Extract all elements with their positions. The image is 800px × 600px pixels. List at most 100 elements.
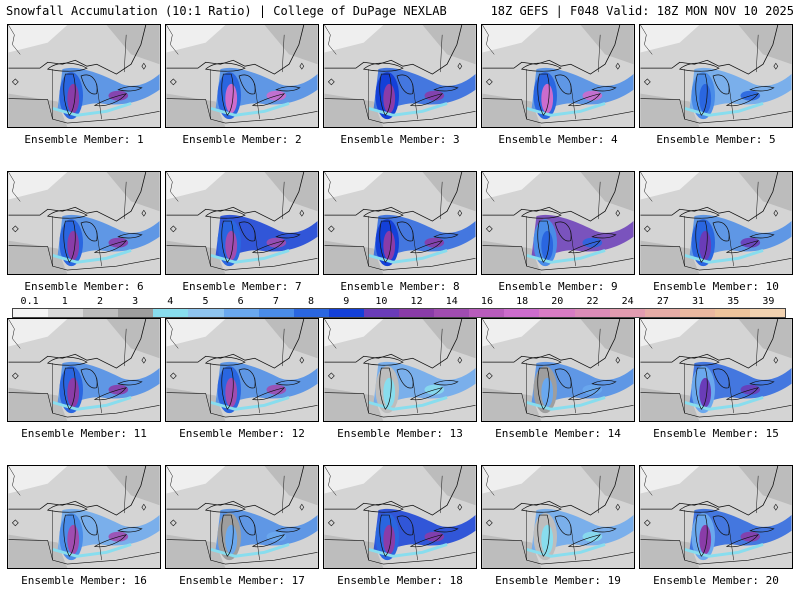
coastline	[640, 319, 653, 349]
marker-icon	[773, 209, 779, 217]
coastline	[166, 25, 179, 55]
lake-huron-outline	[712, 515, 730, 536]
ensemble-panel: Ensemble Member: 16	[7, 465, 161, 587]
marker-icon	[327, 372, 335, 380]
lake-superior-outline	[362, 356, 404, 366]
colorbar-segment	[434, 309, 470, 317]
coastline	[8, 466, 21, 496]
state-border	[210, 328, 285, 414]
country-border	[8, 25, 147, 75]
colorbar-segment	[644, 309, 680, 317]
lake-superior-outline	[520, 356, 562, 366]
state-border	[210, 475, 285, 561]
state-border	[526, 181, 601, 267]
marker-icon	[141, 503, 147, 511]
snow-band	[373, 508, 476, 551]
lake-huron-outline	[554, 74, 572, 95]
country-border	[324, 25, 463, 75]
snowfall-map	[481, 171, 635, 275]
lake-erie-outline	[93, 93, 128, 107]
light-snow-edge	[684, 543, 764, 558]
country-border	[482, 172, 621, 222]
colorbar-segment	[504, 309, 540, 317]
country-border	[166, 319, 305, 369]
snowfall-map	[323, 465, 477, 569]
lake-huron-outline	[238, 515, 256, 536]
marker-icon	[141, 356, 147, 364]
lake-huron-outline	[554, 515, 572, 536]
colorbar-segment	[118, 309, 154, 317]
lake-huron-outline	[80, 368, 98, 389]
state-border	[482, 539, 634, 565]
gray-region	[422, 319, 476, 359]
country-border	[640, 319, 779, 369]
coastline	[640, 172, 653, 202]
colorbar-segment	[399, 309, 435, 317]
gray-region	[738, 25, 792, 65]
page-title: Snowfall Accumulation (10:1 Ratio) | Col…	[6, 4, 447, 18]
snow-band	[531, 214, 634, 257]
ensemble-member-label: Ensemble Member: 17	[179, 574, 305, 587]
lake-superior-outline	[204, 503, 246, 513]
ensemble-panel: Ensemble Member: 3	[323, 24, 477, 146]
ensemble-panel: Ensemble Member: 7	[165, 171, 319, 293]
colorbar-segment	[714, 309, 750, 317]
state-border	[526, 475, 601, 561]
lake-ontario-outline	[749, 380, 775, 386]
heavy-snow-core	[225, 377, 238, 408]
snowfall-map	[165, 24, 319, 128]
colorbar-segment	[293, 309, 329, 317]
state-border	[526, 328, 601, 414]
ensemble-panel: Ensemble Member: 1	[7, 24, 161, 146]
marker-icon	[169, 78, 177, 86]
state-border	[684, 475, 759, 561]
snowfall-map	[639, 318, 793, 422]
lake-erie-outline	[725, 387, 760, 401]
lake-ontario-outline	[749, 527, 775, 533]
state-border	[482, 98, 634, 124]
lake-ontario-outline	[433, 527, 459, 533]
marker-icon	[327, 78, 335, 86]
marker-icon	[615, 62, 621, 70]
state-border	[640, 539, 792, 565]
light-region	[640, 172, 700, 200]
colorbar-segment	[469, 309, 505, 317]
heavy-snow-core	[541, 377, 554, 408]
colorbar-tick-label: 22	[586, 296, 599, 307]
colorbar-tick-label: 8	[308, 296, 315, 307]
ensemble-panel: Ensemble Member: 20	[639, 465, 793, 587]
gray-region	[106, 172, 160, 212]
marker-icon	[485, 225, 493, 233]
ensemble-member-label: Ensemble Member: 14	[495, 427, 621, 440]
colorbar-tick-label: 7	[272, 296, 279, 307]
lake-ontario-outline	[117, 86, 143, 92]
country-border	[324, 172, 463, 222]
heavy-snow-core	[541, 83, 554, 114]
ensemble-member-label: Ensemble Member: 8	[340, 280, 460, 293]
snow-band	[689, 361, 792, 404]
light-snow-edge	[210, 102, 290, 117]
ensemble-member-label: Ensemble Member: 3	[340, 133, 460, 146]
colorbar-segment	[363, 309, 400, 317]
gray-region	[580, 319, 634, 359]
state-border	[368, 34, 443, 120]
lake-michigan-outline	[221, 220, 234, 263]
colorbar-tick-label: 16	[480, 296, 493, 307]
ensemble-member-label: Ensemble Member: 4	[498, 133, 618, 146]
ensemble-member-label: Ensemble Member: 19	[495, 574, 621, 587]
heavy-snow-core	[699, 377, 712, 408]
colorbar-tick-label: 20	[551, 296, 564, 307]
state-border	[166, 98, 318, 124]
lake-superior-outline	[678, 62, 720, 72]
marker-icon	[615, 356, 621, 364]
colorbar-segment	[83, 309, 119, 317]
snowfall-map	[481, 465, 635, 569]
snowfall-map	[323, 24, 477, 128]
ensemble-member-label: Ensemble Member: 15	[653, 427, 779, 440]
heavy-snow-core	[541, 230, 554, 261]
state-border	[324, 539, 476, 565]
ensemble-member-label: Ensemble Member: 6	[24, 280, 144, 293]
ensemble-member-label: Ensemble Member: 9	[498, 280, 618, 293]
snowfall-map	[165, 171, 319, 275]
coastline	[8, 319, 21, 349]
